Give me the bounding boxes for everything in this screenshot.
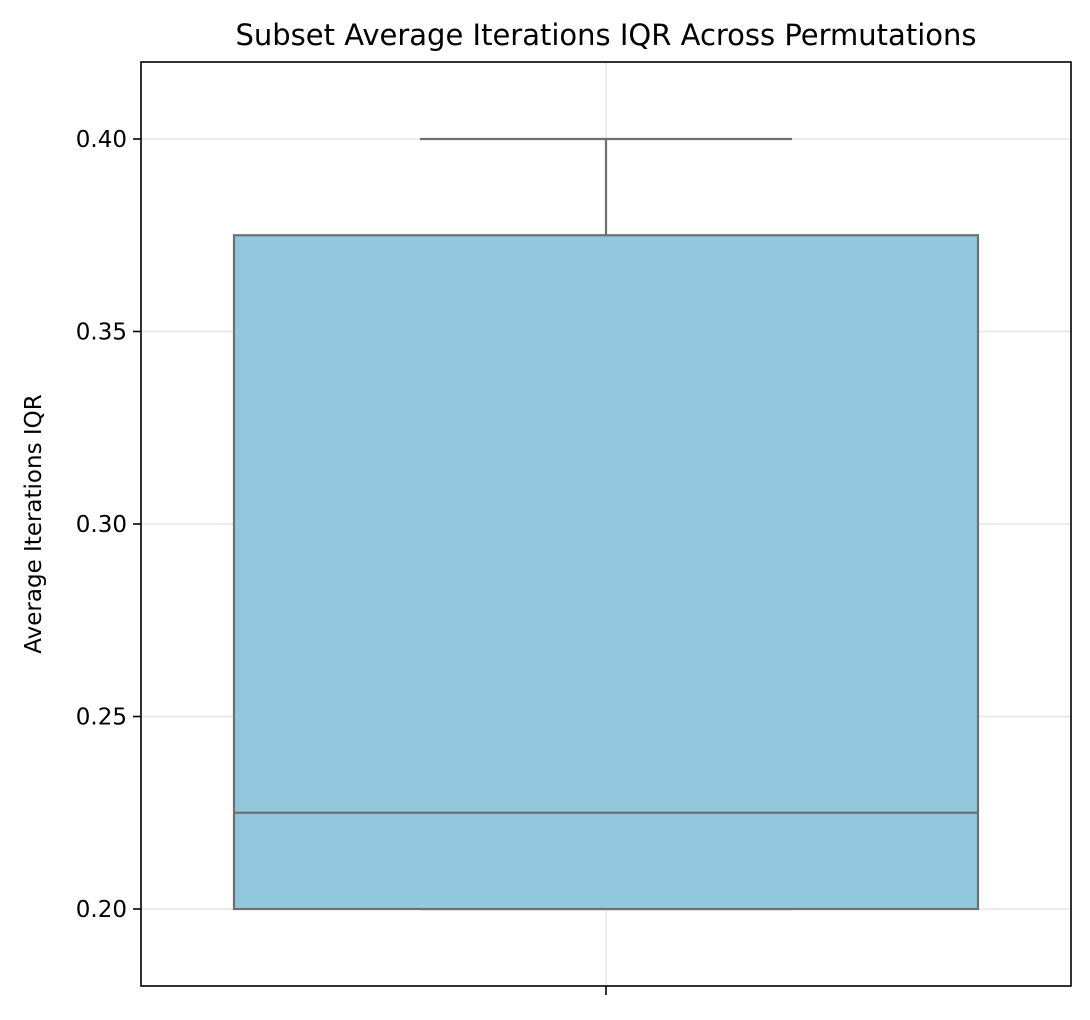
y-tick-label: 0.25 <box>76 705 127 731</box>
y-tick-label: 0.40 <box>76 127 127 153</box>
chart-title: Subset Average Iterations IQR Across Per… <box>235 18 976 52</box>
y-axis-label: Average Iterations IQR <box>21 394 47 653</box>
y-tick-label: 0.20 <box>76 897 127 923</box>
boxplot <box>232 137 980 911</box>
iqr-box <box>232 234 980 911</box>
y-tick-label: 0.30 <box>76 512 127 538</box>
axes: 0.20 0.25 0.30 0.35 0.40 <box>76 127 607 995</box>
y-tick-label: 0.35 <box>76 320 127 346</box>
